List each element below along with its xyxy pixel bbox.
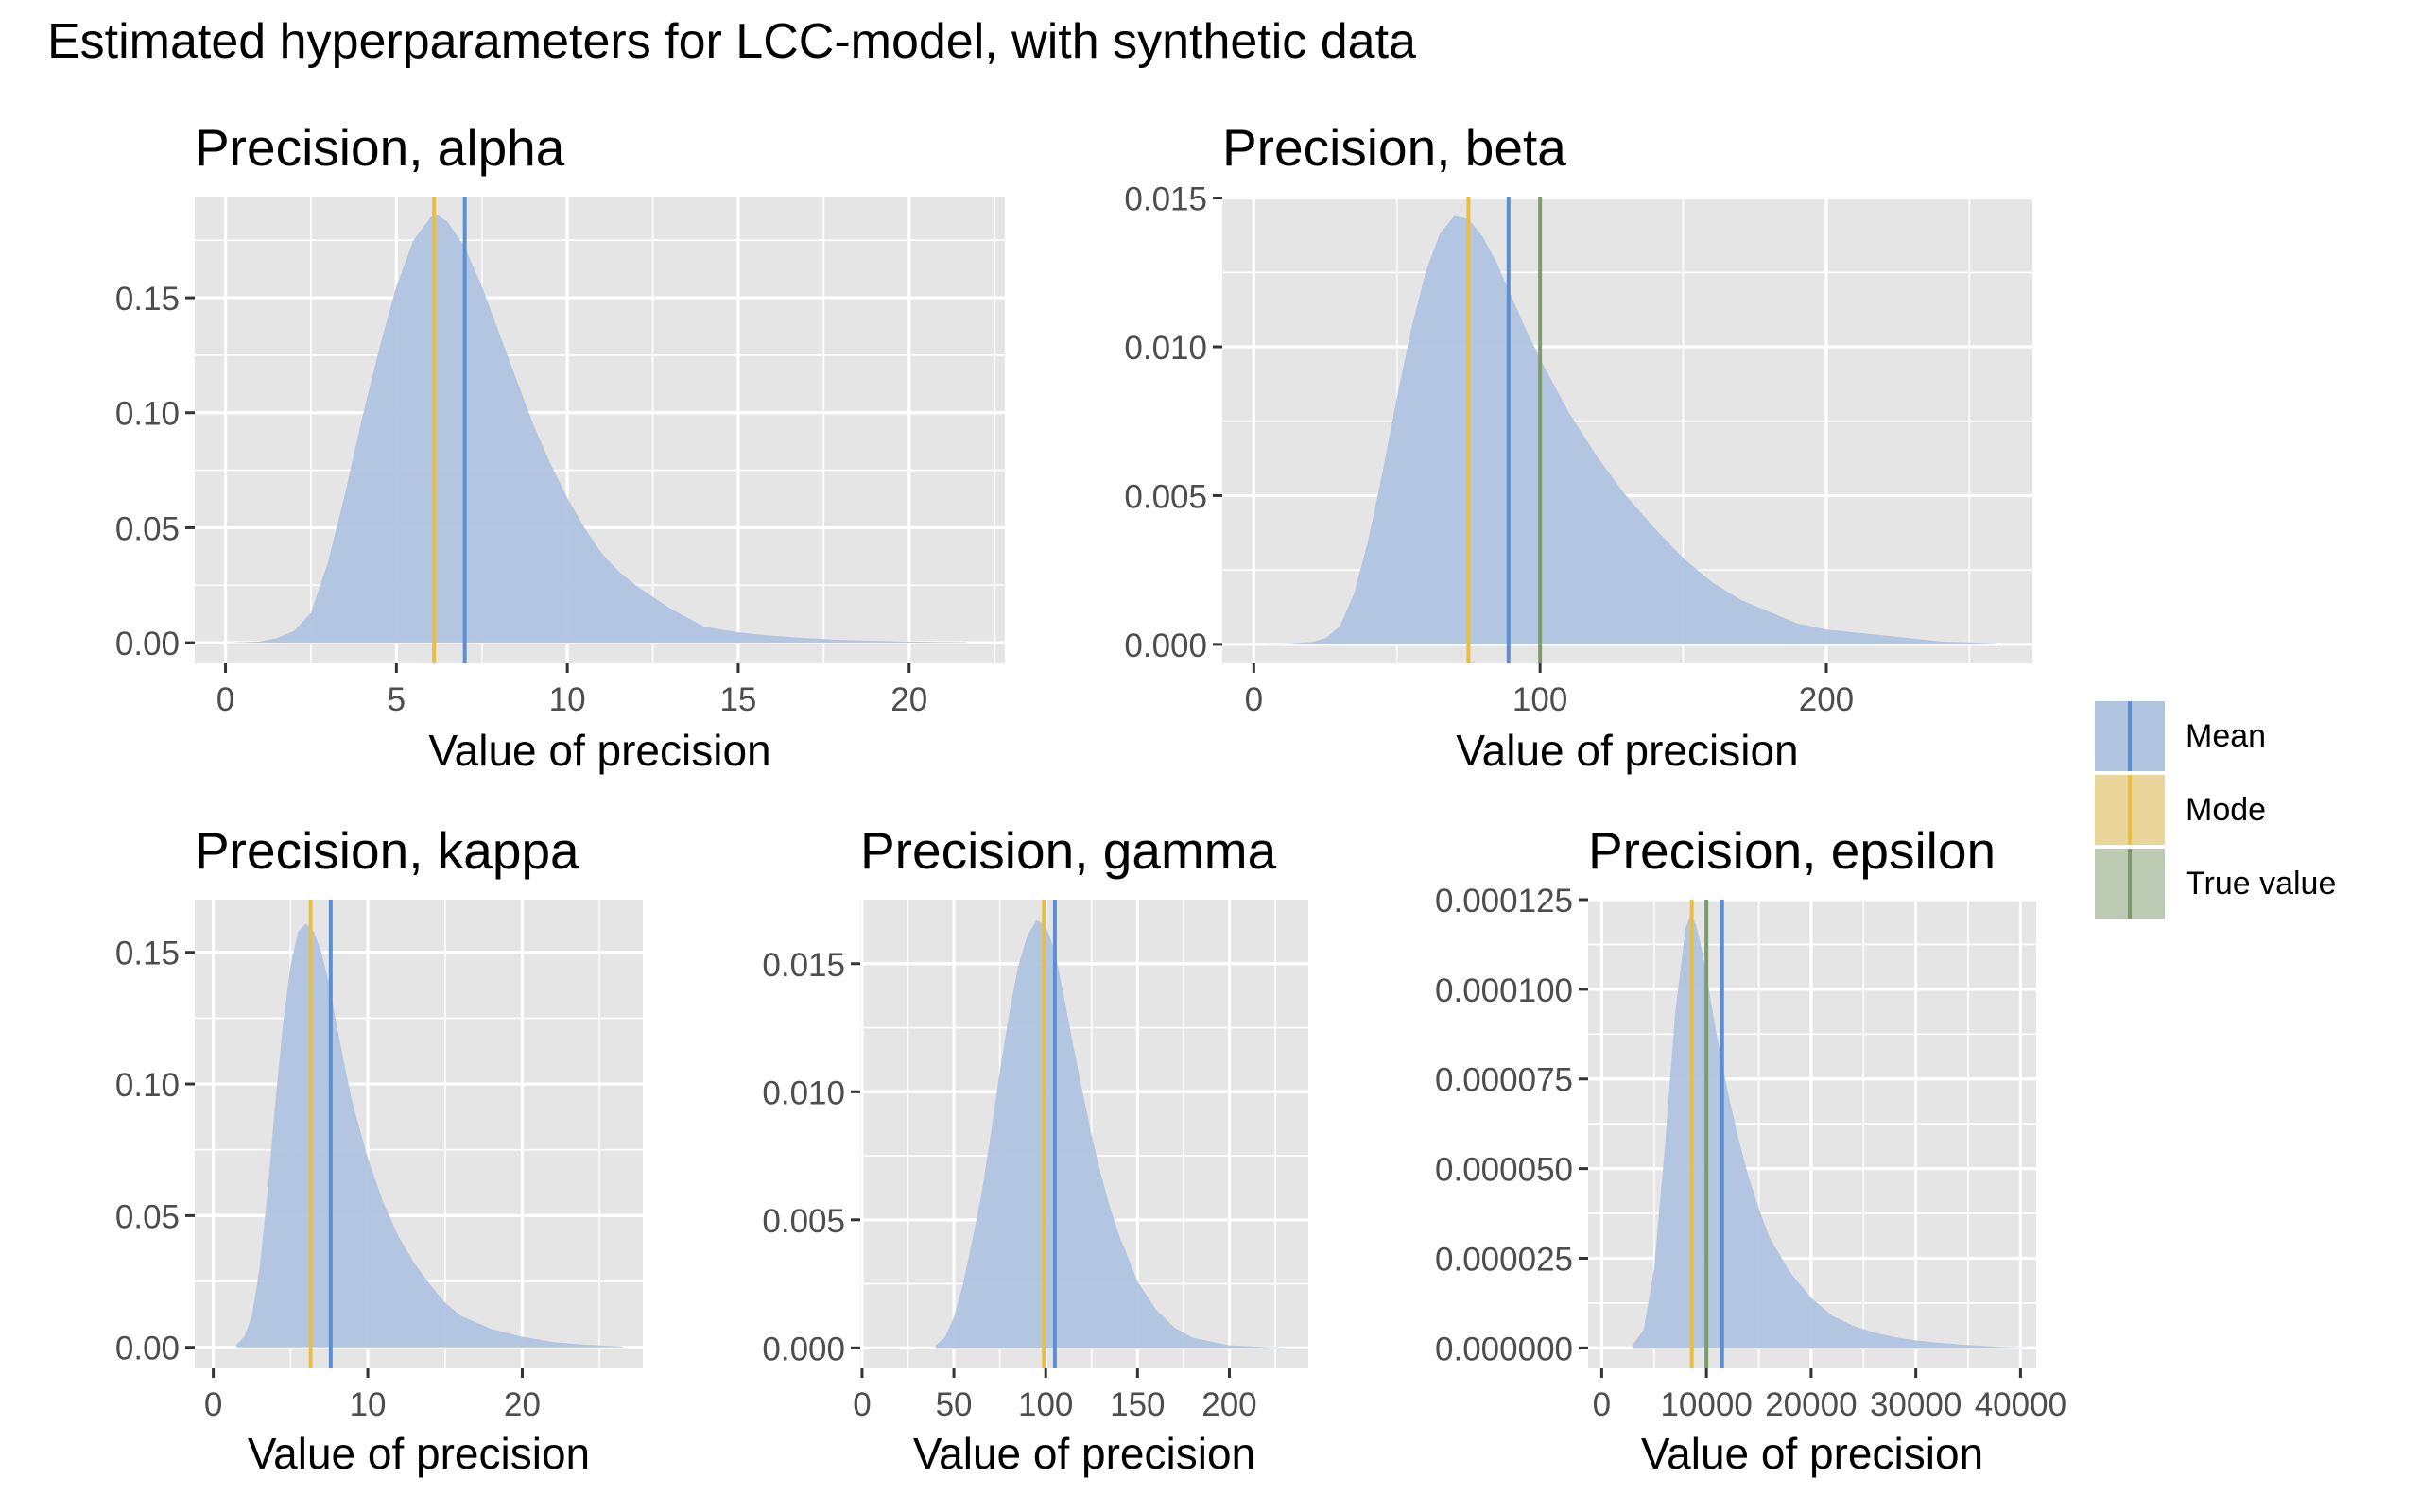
panel-title: Precision, gamma xyxy=(860,822,1277,880)
density-area xyxy=(236,923,623,1348)
legend-swatch-mode xyxy=(2128,775,2132,845)
legend-item-true-value: True value xyxy=(2095,847,2397,920)
y-tick-label: 0.10 xyxy=(115,1067,180,1104)
y-tick-label: 0.000075 xyxy=(1435,1062,1573,1099)
y-tick-label: 0.010 xyxy=(1124,330,1207,367)
chart-svg: Precision, alpha 0.00 0.05 0.10 0.15 0 5 10 15 20… xyxy=(115,123,1005,775)
density-area xyxy=(935,919,1285,1349)
y-tick-label: 0.000025 xyxy=(1435,1241,1573,1278)
panel-title: Precision, epsilon xyxy=(1588,822,1996,880)
x-tick-label: 0 xyxy=(1245,681,1263,718)
panel-title: Precision, alpha xyxy=(195,123,565,177)
y-tick-label: 0.00 xyxy=(115,626,180,662)
y-tick-label: 0.000050 xyxy=(1435,1152,1573,1189)
x-tick-label: 200 xyxy=(1799,681,1854,718)
x-tick-label: 10000 xyxy=(1660,1386,1752,1423)
x-axis-label: Value of precision xyxy=(1641,1429,1983,1478)
x-tick-label: 30000 xyxy=(1870,1386,1962,1423)
legend-swatch-true-value xyxy=(2128,849,2132,919)
x-tick-label: 0 xyxy=(1593,1386,1611,1423)
y-tick-label: 0.15 xyxy=(115,281,180,318)
chart-svg: Precision, epsilon 0.000000 0.000025 0.0000… xyxy=(1435,822,2066,1478)
x-tick-label: 15 xyxy=(719,681,756,718)
y-tick-label: 0.015 xyxy=(762,947,845,984)
panel-kappa: Precision, kappa 0.00 0.05 0.10 0.15 0 10 20 Val… xyxy=(0,822,662,1512)
y-tick-label: 0.010 xyxy=(762,1074,845,1111)
y-tick-label: 0.10 xyxy=(115,396,180,433)
x-tick-label: 20 xyxy=(890,681,927,718)
x-tick-label: 100 xyxy=(1018,1386,1073,1423)
x-tick-label: 10 xyxy=(350,1386,387,1423)
y-tick-label: 0.05 xyxy=(115,1198,180,1235)
panel-beta: Precision, beta 0.000 0.005 0.010 0.015 0 100 2… xyxy=(1021,123,2042,784)
y-tick-label: 0.015 xyxy=(1124,181,1207,218)
x-axis-label: Value of precision xyxy=(1456,726,1798,775)
legend-label-true-value: True value xyxy=(2186,866,2337,902)
legend-label-mean: Mean xyxy=(2186,718,2267,754)
legend-label-mode: Mode xyxy=(2186,792,2267,828)
x-tick-label: 40000 xyxy=(1975,1386,2066,1423)
x-tick-label: 0 xyxy=(204,1386,222,1423)
density-area xyxy=(1633,914,2021,1349)
legend-key-mean xyxy=(2095,701,2165,771)
y-tick-label: 0.05 xyxy=(115,510,180,547)
x-tick-label: 100 xyxy=(1512,681,1567,718)
chart-svg: Precision, beta 0.000 0.005 0.010 0.015 0 100 2… xyxy=(1124,123,2032,775)
panel-epsilon: Precision, epsilon 0.000000 0.000025 0.0000… xyxy=(1323,822,2080,1512)
density-area xyxy=(1253,215,1998,644)
panel-gamma: Precision, gamma 0.000 0.005 0.010 0.015 0 50 1… xyxy=(662,822,1323,1512)
y-tick-label: 0.000125 xyxy=(1435,883,1573,919)
x-tick-label: 20000 xyxy=(1765,1386,1857,1423)
x-tick-label: 150 xyxy=(1110,1386,1165,1423)
x-tick-label: 10 xyxy=(549,681,586,718)
legend-key-true-value xyxy=(2095,849,2165,919)
y-tick-label: 0.005 xyxy=(762,1203,845,1240)
y-tick-label: 0.00 xyxy=(115,1331,180,1367)
panel-alpha: Precision, alpha 0.00 0.05 0.10 0.15 0 5 10 15 20… xyxy=(0,123,1021,784)
legend-item-mode: Mode xyxy=(2095,773,2397,847)
chart-svg: Precision, gamma 0.000 0.005 0.010 0.015 0 50 1… xyxy=(762,822,1308,1478)
x-tick-label: 0 xyxy=(216,681,234,718)
legend-key-mode xyxy=(2095,775,2165,845)
y-tick-label: 0.15 xyxy=(115,936,180,972)
x-tick-label: 50 xyxy=(936,1386,973,1423)
chart-svg: Precision, kappa 0.00 0.05 0.10 0.15 0 10 20 Val… xyxy=(115,822,643,1478)
x-tick-label: 0 xyxy=(853,1386,871,1423)
x-tick-label: 200 xyxy=(1201,1386,1256,1423)
x-axis-label: Value of precision xyxy=(913,1429,1255,1478)
x-tick-label: 20 xyxy=(504,1386,541,1423)
legend-item-mean: Mean xyxy=(2095,699,2397,773)
legend-swatch-mean xyxy=(2128,701,2132,771)
x-axis-label: Value of precision xyxy=(248,1429,590,1478)
y-tick-label: 0.000 xyxy=(762,1331,845,1367)
panel-title: Precision, beta xyxy=(1222,123,1566,177)
density-area xyxy=(225,215,968,644)
y-tick-label: 0.000000 xyxy=(1435,1331,1573,1367)
y-tick-label: 0.005 xyxy=(1124,478,1207,515)
y-tick-label: 0.000 xyxy=(1124,627,1207,664)
panel-title: Precision, kappa xyxy=(195,822,579,880)
y-tick-label: 0.000100 xyxy=(1435,972,1573,1009)
x-axis-label: Value of precision xyxy=(428,726,770,775)
chart-title: Estimated hyperparameters for LCC-model,… xyxy=(47,14,1416,69)
x-tick-label: 5 xyxy=(388,681,406,718)
legend: Mean Mode True value xyxy=(2095,699,2397,926)
